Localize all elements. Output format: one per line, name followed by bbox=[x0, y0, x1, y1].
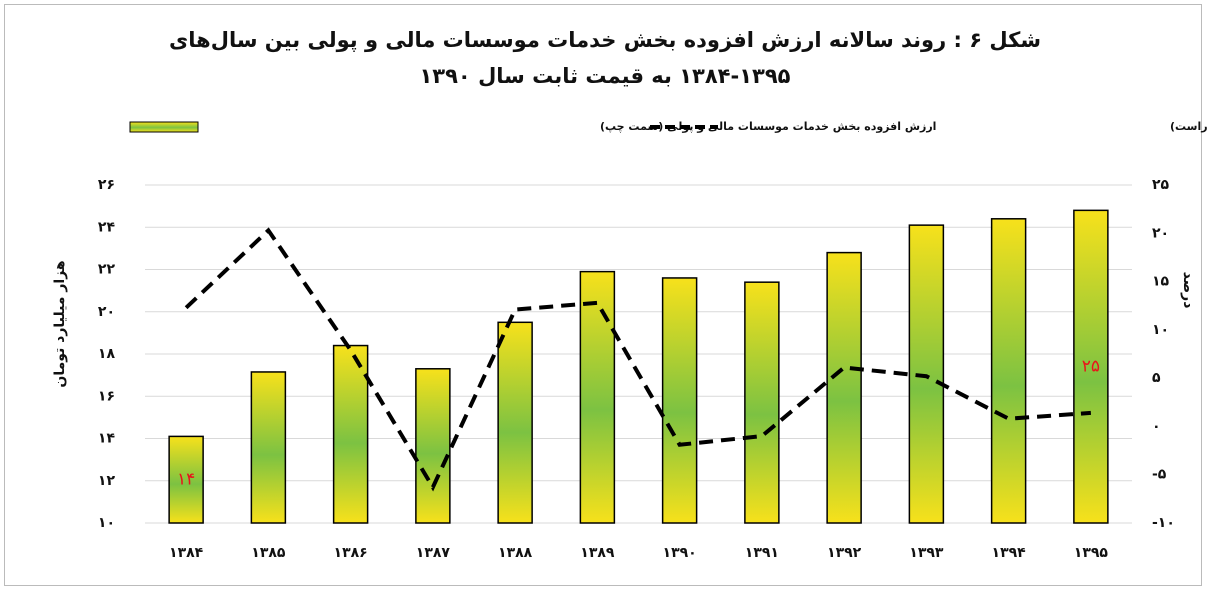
legend: ارزش افزوده بخش خدمات موسسات مالی و پولی… bbox=[129, 120, 1208, 133]
x-tick-label: ۱۳۹۱ bbox=[745, 545, 779, 561]
y2-tick-label: ۱۵ bbox=[1152, 274, 1170, 290]
y-tick-label: ۲۴ bbox=[98, 219, 116, 235]
legend-label: ارزش افزوده بخش خدمات موسسات مالی و پولی… bbox=[600, 120, 936, 133]
x-tick-label: ۱۳۹۰ bbox=[663, 545, 697, 561]
y2-axis-label: درصد bbox=[1180, 272, 1196, 309]
y-axis-label: هزار میلیارد تومان bbox=[52, 260, 68, 387]
x-tick-label: ۱۳۸۸ bbox=[498, 545, 533, 561]
bar bbox=[250, 371, 287, 524]
bar bbox=[497, 321, 533, 524]
chart-title: شکل ۶ : روند سالانه ارزش افزوده بخش خدما… bbox=[169, 28, 1041, 88]
x-tick-label: ۱۳۹۴ bbox=[992, 545, 1027, 561]
bar bbox=[579, 270, 616, 524]
x-tick-label: ۱۳۸۴ bbox=[169, 545, 204, 561]
frame bbox=[4, 4, 1202, 586]
y2-tick-label: ۵ bbox=[1152, 370, 1161, 386]
x-tick-label: ۱۳۹۲ bbox=[827, 545, 862, 561]
bar bbox=[415, 368, 451, 524]
bar bbox=[990, 218, 1027, 524]
x-tick-label: ۱۳۸۶ bbox=[334, 545, 368, 561]
line bbox=[184, 227, 1092, 492]
bar bbox=[332, 344, 369, 524]
y-tick-label: ۲۰ bbox=[98, 304, 115, 320]
data-label: ۲۵ bbox=[1082, 357, 1100, 377]
legend-swatch bbox=[129, 121, 199, 133]
y2-tick-label: -۱۰ bbox=[1152, 515, 1175, 531]
y-tick-label: ۲۲ bbox=[98, 262, 116, 278]
y2-tick-label: ۱۰ bbox=[1152, 322, 1169, 338]
bar bbox=[168, 435, 204, 524]
y-tick-label: ۱۶ bbox=[98, 388, 115, 404]
bar bbox=[1073, 209, 1109, 524]
y2-tick-label: ۲۵ bbox=[1152, 177, 1170, 193]
x-tick-label: ۱۳۸۵ bbox=[251, 545, 286, 561]
y2-tick-label: ۲۰ bbox=[1152, 225, 1169, 241]
x-tick-label: ۱۳۸۹ bbox=[580, 545, 615, 561]
y-tick-label: ۱۰ bbox=[98, 515, 115, 531]
x-tick-label: ۱۳۹۳ bbox=[909, 545, 944, 561]
legend-label: رشد ارزش افزوده بخش خدمات موسسات پولی و … bbox=[1170, 120, 1208, 133]
bar bbox=[661, 277, 698, 524]
y-tick-label: ۱۴ bbox=[98, 431, 116, 447]
y-tick-label: ۱۲ bbox=[98, 473, 116, 489]
x-tick-label: ۱۳۹۵ bbox=[1074, 545, 1109, 561]
bar bbox=[744, 281, 780, 524]
bar bbox=[908, 224, 945, 524]
y2-tick-label: -۵ bbox=[1152, 467, 1167, 483]
y2-tick-label: ۰ bbox=[1152, 418, 1161, 434]
bar bbox=[826, 251, 862, 524]
x-tick-label: ۱۳۸۷ bbox=[416, 545, 451, 561]
data-label: ۱۴ bbox=[177, 470, 195, 490]
y-tick-label: ۱۸ bbox=[98, 346, 116, 362]
y-tick-label: ۲۶ bbox=[98, 177, 115, 193]
